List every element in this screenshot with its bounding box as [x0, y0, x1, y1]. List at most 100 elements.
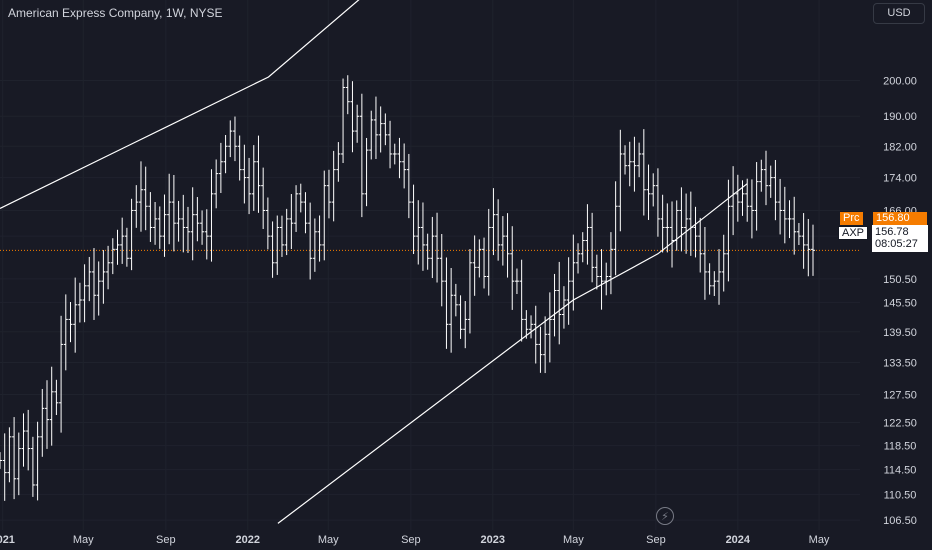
ohlc-bar [801, 213, 806, 269]
ohlc-bar [726, 179, 731, 282]
time-tick-label: May [809, 534, 830, 546]
ohlc-bar [416, 200, 421, 265]
ohlc-bar [2, 433, 7, 501]
ohlc-bars [0, 75, 816, 501]
ohlc-bar [270, 221, 275, 278]
ohlc-bar [157, 206, 162, 249]
ohlc-bar [453, 283, 458, 317]
time-tick-label: 2021 [0, 534, 15, 546]
ohlc-bar [345, 75, 350, 115]
ohlc-bar [73, 277, 78, 353]
ohlc-bar [96, 261, 101, 316]
ohlc-bar [148, 192, 153, 242]
ohlc-bar [350, 81, 355, 153]
ohlc-bar [552, 273, 557, 337]
ohlc-bar [524, 310, 529, 339]
ohlc-bar [599, 249, 604, 310]
price-axis: 200.00190.00182.00174.00166.00160.00150.… [883, 75, 917, 527]
ohlc-bar [30, 436, 35, 497]
price-tick-label: 106.50 [883, 515, 917, 527]
prc-label: Prc [840, 212, 863, 225]
ohlc-bar [759, 159, 764, 192]
ohlc-bar [16, 432, 21, 496]
ohlc-bar [792, 196, 797, 255]
price-tick-label: 122.50 [883, 417, 917, 429]
ohlc-bar [77, 282, 82, 323]
ohlc-bar [21, 413, 26, 467]
trendline-lower [277, 183, 748, 524]
ohlc-bar [773, 159, 778, 221]
ohlc-bar [200, 210, 205, 245]
ohlc-bar [355, 104, 360, 143]
price-tick-label: 150.50 [883, 274, 917, 286]
ohlc-bar [251, 145, 256, 211]
ohlc-bar [580, 232, 585, 263]
ohlc-bar [12, 417, 17, 500]
ohlc-bar [693, 206, 698, 258]
ohlc-bar [651, 173, 656, 207]
ohlc-bar [261, 167, 266, 230]
ohlc-bar [811, 224, 816, 276]
ohlc-bar [430, 216, 435, 279]
ohlc-bar [110, 238, 115, 275]
time-axis: 2021 May Sep 2022 May Sep 2023 May Sep 2024 May [0, 534, 830, 546]
ohlc-bar [796, 223, 801, 246]
ohlc-bar [491, 188, 496, 256]
ohlc-bar [336, 142, 341, 182]
ohlc-bar [331, 150, 336, 222]
price-tick-label: 127.50 [883, 390, 917, 402]
ohlc-bar [294, 185, 299, 232]
ohlc-bar [176, 200, 181, 242]
ohlc-bar [195, 197, 200, 242]
ohlc-bar [439, 233, 444, 307]
ohlc-bar [594, 254, 599, 290]
ohlc-bar [341, 78, 346, 163]
ohlc-bar [505, 213, 510, 278]
ohlc-bar [496, 199, 501, 261]
ohlc-bar [115, 229, 120, 265]
ohlc-bar [7, 427, 12, 483]
ohlc-bar [397, 137, 402, 179]
ohlc-bar [764, 150, 769, 206]
ohlc-bar [510, 226, 515, 310]
lightning-icon[interactable]: ⚡︎ [656, 507, 674, 525]
ohlc-bar [731, 166, 736, 236]
time-tick-label: 2022 [235, 534, 259, 546]
ohlc-bar [486, 208, 491, 296]
ohlc-bar [275, 215, 280, 275]
chart-title: American Express Company, 1W, NYSE [8, 6, 223, 20]
ohlc-bar [585, 204, 590, 265]
price-tick-label: 200.00 [883, 75, 917, 87]
ohlc-bar [806, 218, 811, 277]
ohlc-bar [82, 264, 87, 323]
ohlc-bar [482, 237, 487, 289]
ohlc-bar [472, 235, 477, 296]
ohlc-bar [312, 218, 317, 272]
currency-button[interactable]: USD [873, 3, 925, 24]
ohlc-bar [44, 380, 49, 449]
ohlc-bar [637, 142, 642, 178]
ohlc-bar [218, 142, 223, 194]
ohlc-bar [533, 305, 538, 364]
ohlc-bar [247, 157, 252, 215]
trendlines [0, 0, 748, 524]
ohlc-bar [557, 261, 562, 345]
ohlc-bar [181, 194, 186, 253]
ohlc-bar [185, 206, 190, 253]
ohlc-bar [284, 208, 289, 256]
trendline-upper [0, 0, 360, 209]
ohlc-bar [138, 161, 143, 232]
ohlc-bar [754, 162, 759, 231]
ohlc-bar [411, 184, 416, 255]
chart-grid [0, 0, 860, 530]
ohlc-bar [91, 248, 96, 320]
ohlc-bar [171, 174, 176, 252]
ohlc-bar [162, 194, 167, 257]
ohlc-bar [209, 169, 214, 262]
ohlc-bar [623, 145, 628, 175]
price-tick-label: 182.00 [883, 141, 917, 153]
ohlc-bar [514, 268, 519, 295]
ohlc-bar [68, 301, 73, 343]
price-tick-label: 110.50 [884, 489, 917, 501]
